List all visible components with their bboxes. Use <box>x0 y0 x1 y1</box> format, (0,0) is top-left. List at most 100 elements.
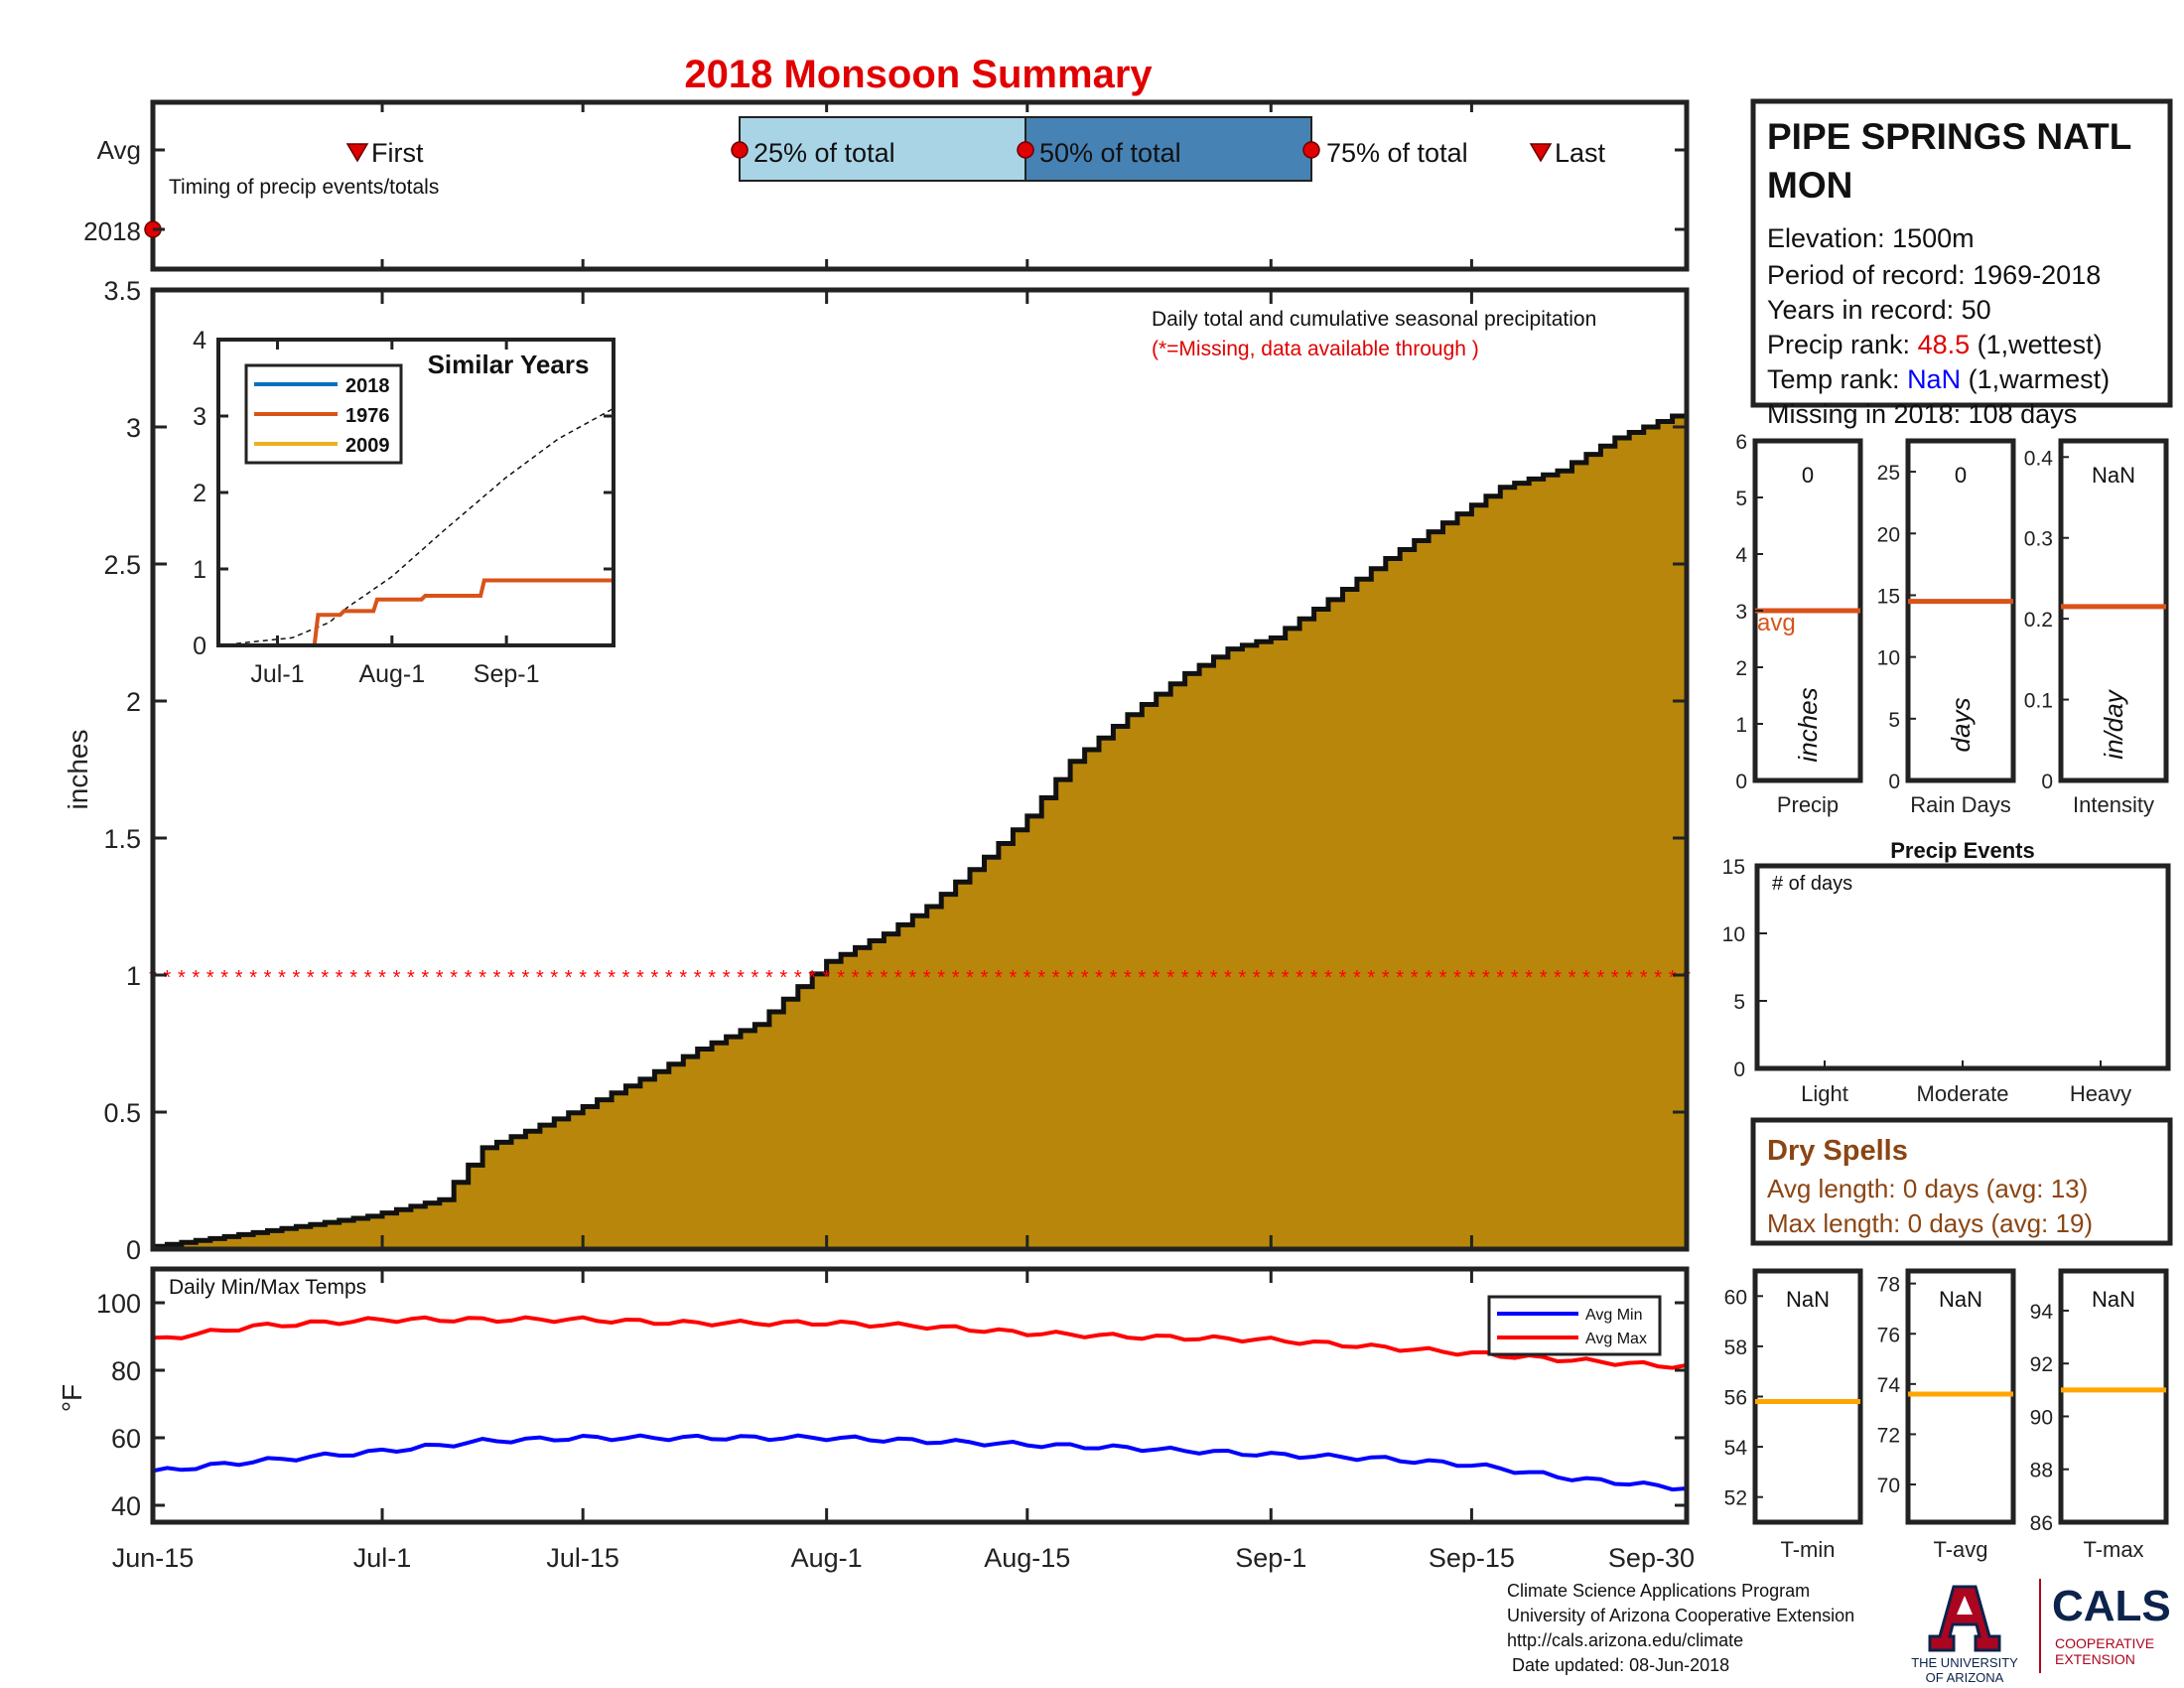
mini-precip-panels: 0 1 2 3 4 5 6 0 inches Precip avg 0 5 10 15 20 25 0 days Ra… <box>1735 431 2169 817</box>
missing-marker: * <box>536 967 544 989</box>
mini-temp-frame <box>1905 1268 2016 1525</box>
missing-marker: * <box>235 967 243 989</box>
main-ytick-label: 1.5 <box>103 824 141 854</box>
missing-marker: * <box>1339 967 1347 989</box>
missing-marker: * <box>1439 967 1447 989</box>
mini-precip-ytick-label: 10 <box>1877 647 1900 670</box>
mini-temp-value: NaN <box>1786 1287 1830 1312</box>
timing-q25-label: 25% of total <box>753 138 895 168</box>
missing-marker: * <box>1037 967 1045 989</box>
main-ytick-label: 3.5 <box>103 276 141 306</box>
missing-marker: * <box>220 967 228 989</box>
missing-marker: * <box>450 967 458 989</box>
mini-precip-ytick-label: 1 <box>1735 714 1747 737</box>
inset-ytick-label: 1 <box>193 556 206 584</box>
dry-spells-max: Max length: 0 days (avg: 19) <box>1767 1208 2093 1238</box>
missing-marker: * <box>1224 967 1232 989</box>
missing-marker: * <box>206 967 214 989</box>
missing-marker: * <box>278 967 286 989</box>
temps-label: Daily Min/Max Temps <box>169 1276 366 1299</box>
missing-marker: * <box>1597 967 1605 989</box>
timing-first-label: First <box>371 138 424 168</box>
footer-line-4: Date updated: 08-Jun-2018 <box>1507 1655 1729 1675</box>
mini-precip-ytick-label: 5 <box>1888 709 1900 732</box>
temps-ytick-label: 60 <box>111 1424 141 1454</box>
missing-marker: * <box>1010 967 1018 989</box>
missing-marker: * <box>1468 967 1476 989</box>
timing-q25-box <box>739 116 1026 182</box>
events-inner-label: # of days <box>1772 873 1852 895</box>
footer-line-2: University of Arizona Cooperative Extens… <box>1507 1606 1854 1625</box>
ua-logo-a-hole <box>1957 1596 1973 1615</box>
inset-xtick-label: Jul-1 <box>250 660 304 688</box>
mini-temp-ytick-label: 72 <box>1877 1424 1900 1447</box>
events-ytick-label: 0 <box>1733 1058 1745 1081</box>
mini-temp-ytick-label: 78 <box>1877 1274 1900 1297</box>
timing-ylabel-2018: 2018 <box>83 216 141 246</box>
temps-ytick-label: 100 <box>96 1289 141 1319</box>
missing-marker: * <box>651 967 659 989</box>
main-frame <box>150 287 1690 1252</box>
footer-line-1: Climate Science Applications Program <box>1507 1581 1810 1601</box>
missing-marker: * <box>1239 967 1247 989</box>
dry-spells-frame <box>1750 1117 2173 1246</box>
missing-marker: * <box>1411 967 1419 989</box>
mini-precip-ytick-label: 6 <box>1735 431 1747 454</box>
timing-q25-marker <box>731 141 749 159</box>
mini-temp-ytick-label: 56 <box>1724 1387 1747 1410</box>
missing-marker: * <box>966 967 974 989</box>
missing-marker: * <box>952 967 960 989</box>
missing-marker: * <box>995 967 1003 989</box>
missing-marker: * <box>1153 967 1160 989</box>
inset-xtick-label: Sep-1 <box>474 660 540 688</box>
missing-marker: * <box>507 967 515 989</box>
station-info-box: PIPE SPRINGS NATL MON Elevation: 1500m P… <box>1750 98 2173 429</box>
temps-ytick-label: 80 <box>111 1356 141 1386</box>
timing-q50-label: 50% of total <box>1039 138 1181 168</box>
missing-marker: * <box>779 967 787 989</box>
timing-last-marker <box>1529 143 1553 163</box>
timing-q50-box <box>1024 116 1312 182</box>
missing-marker: * <box>349 967 357 989</box>
missing-marker: * <box>679 967 687 989</box>
mini-precip-avg-label: avg <box>1757 610 1796 636</box>
mini-temp-ytick-label: 58 <box>1724 1336 1747 1359</box>
missing-marker: * <box>1382 967 1390 989</box>
inset-ytick-label: 2 <box>193 480 206 507</box>
station-frame <box>1750 98 2173 408</box>
temps-yticks: 40 60 80 100 <box>96 1289 1687 1521</box>
missing-marker: * <box>1525 967 1533 989</box>
missing-marker: * <box>164 967 172 989</box>
missing-marker: * <box>665 967 673 989</box>
missing-marker: * <box>694 967 702 989</box>
missing-marker: * <box>1081 967 1089 989</box>
missing-marker: * <box>364 967 372 989</box>
missing-marker: * <box>1453 967 1461 989</box>
timing-ylabel-avg: Avg <box>97 135 141 165</box>
missing-marker: * <box>1324 967 1332 989</box>
mini-precip-ytick-label: 0 <box>2041 771 2053 793</box>
missing-marker: * <box>881 967 888 989</box>
dry-spells-title: Dry Spells <box>1767 1135 1908 1167</box>
missing-marker: * <box>1210 967 1218 989</box>
events-ytick-label: 10 <box>1722 923 1745 946</box>
xtick-label: Jun-15 <box>112 1543 195 1573</box>
missing-marker: * <box>1310 967 1318 989</box>
events-category-label: Moderate <box>1917 1081 2009 1106</box>
missing-marker: * <box>1669 967 1677 989</box>
mini-precip-ytick-label: 4 <box>1735 544 1747 567</box>
avg-max-temp-line <box>152 1315 1688 1370</box>
inset-ticks: 0 1 2 3 4 Jul-1 Aug-1 Sep-1 <box>193 327 614 688</box>
mini-precip-unit: inches <box>1793 687 1823 762</box>
missing-marker: * <box>608 967 615 989</box>
mini-precip-frame <box>1905 438 2016 783</box>
mini-temp-ytick-label: 90 <box>2030 1406 2053 1429</box>
missing-marker: * <box>1267 967 1275 989</box>
main-ytick-label: 2 <box>126 687 141 717</box>
missing-marker: * <box>594 967 602 989</box>
missing-marker: * <box>1582 967 1590 989</box>
mini-temp-label: T-min <box>1781 1537 1836 1562</box>
mini-precip-ytick-label: 0 <box>1735 771 1747 793</box>
mini-precip-ytick-label: 0.3 <box>2024 528 2053 551</box>
